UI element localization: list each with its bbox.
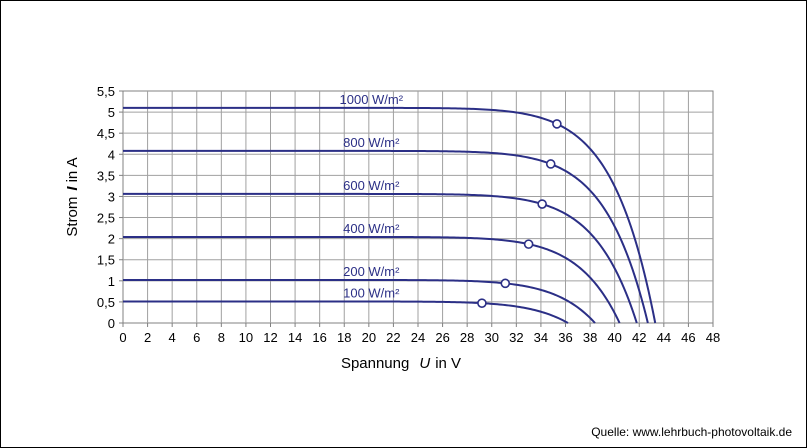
x-tick-label: 26 bbox=[435, 330, 449, 345]
mpp-marker bbox=[537, 199, 547, 209]
x-tick-label: 20 bbox=[362, 330, 376, 345]
x-tick-label: 10 bbox=[239, 330, 253, 345]
x-tick-label: 32 bbox=[509, 330, 523, 345]
x-tick-label: 36 bbox=[558, 330, 572, 345]
x-tick-label: 4 bbox=[169, 330, 176, 345]
x-axis-title-suffix: in V bbox=[435, 355, 461, 372]
y-tick-label: 3,5 bbox=[97, 168, 115, 183]
x-tick-label: 14 bbox=[288, 330, 302, 345]
y-tick-label: 4 bbox=[108, 147, 115, 162]
iv-curve-line bbox=[123, 192, 638, 324]
x-axis-ticks: 0 2 4 6 8 10 12 14 16 18 20 22 24 26 28 30 32 34 36 38 40 42 4… bbox=[119, 330, 720, 345]
x-tick-label: 2 bbox=[144, 330, 151, 345]
mpp-marker bbox=[477, 298, 487, 308]
y-axis-title-symbol: I bbox=[64, 186, 81, 191]
x-tick-label: 0 bbox=[119, 330, 126, 345]
iv-curve-line bbox=[123, 300, 569, 324]
x-tick-label: 18 bbox=[337, 330, 351, 345]
iv-curve-line bbox=[123, 278, 596, 324]
y-tick-label: 0 bbox=[108, 316, 115, 331]
iv-curve-line bbox=[123, 106, 657, 324]
series-label: 600 W/m² bbox=[343, 178, 400, 193]
x-tick-label: 46 bbox=[681, 330, 695, 345]
x-tick-label: 22 bbox=[386, 330, 400, 345]
mpp-marker bbox=[552, 119, 562, 129]
series-label: 800 W/m² bbox=[343, 135, 400, 150]
x-tick-label: 42 bbox=[632, 330, 646, 345]
series-label: 1000 W/m² bbox=[340, 92, 404, 107]
y-tick-label: 3 bbox=[108, 189, 115, 204]
y-axis-ticks: 0 0,5 1 1,5 2 2,5 3 3,5 4 4,5 5 5,5 bbox=[97, 84, 115, 331]
series-label: 400 W/m² bbox=[343, 221, 400, 236]
series-label: 100 W/m² bbox=[343, 285, 400, 300]
x-tick-label: 8 bbox=[218, 330, 225, 345]
grid bbox=[119, 90, 714, 327]
mpp-marker bbox=[500, 278, 511, 289]
y-tick-label: 5 bbox=[108, 105, 115, 120]
x-tick-label: 16 bbox=[312, 330, 326, 345]
y-tick-label: 0,5 bbox=[97, 295, 115, 310]
y-axis-title-suffix: in A bbox=[64, 157, 81, 182]
x-axis-title-symbol: U bbox=[419, 355, 430, 372]
mpp-marker bbox=[545, 159, 556, 169]
x-tick-label: 38 bbox=[583, 330, 597, 345]
iv-curve-line bbox=[123, 235, 621, 324]
x-tick-label: 40 bbox=[607, 330, 621, 345]
y-tick-label: 1 bbox=[108, 274, 115, 289]
x-tick-label: 6 bbox=[193, 330, 200, 345]
x-tick-label: 24 bbox=[411, 330, 425, 345]
iv-curve-line bbox=[123, 149, 649, 324]
y-axis-title-prefix: Strom bbox=[64, 197, 81, 237]
y-axis-title: Strom Iin A bbox=[64, 157, 81, 236]
y-tick-label: 4,5 bbox=[97, 126, 115, 141]
mpp-marker bbox=[523, 239, 534, 249]
y-tick-label: 5,5 bbox=[97, 84, 115, 99]
x-tick-label: 48 bbox=[706, 330, 720, 345]
x-tick-label: 30 bbox=[485, 330, 499, 345]
curves: 1000 W/m² 800 W/m² 600 W/m² 400 W/m² 200 W/m… bbox=[123, 92, 657, 324]
y-tick-label: 1,5 bbox=[97, 253, 115, 268]
x-tick-label: 12 bbox=[263, 330, 277, 345]
y-tick-label: 2 bbox=[108, 232, 115, 247]
y-tick-label: 2,5 bbox=[97, 211, 115, 226]
source-credit: Quelle: www.lehrbuch-photovoltaik.de bbox=[591, 425, 792, 439]
x-axis-title-prefix: Spannung bbox=[341, 355, 409, 372]
x-tick-label: 34 bbox=[534, 330, 548, 345]
x-tick-label: 28 bbox=[460, 330, 474, 345]
x-tick-label: 44 bbox=[657, 330, 671, 345]
series-label: 200 W/m² bbox=[343, 264, 400, 279]
